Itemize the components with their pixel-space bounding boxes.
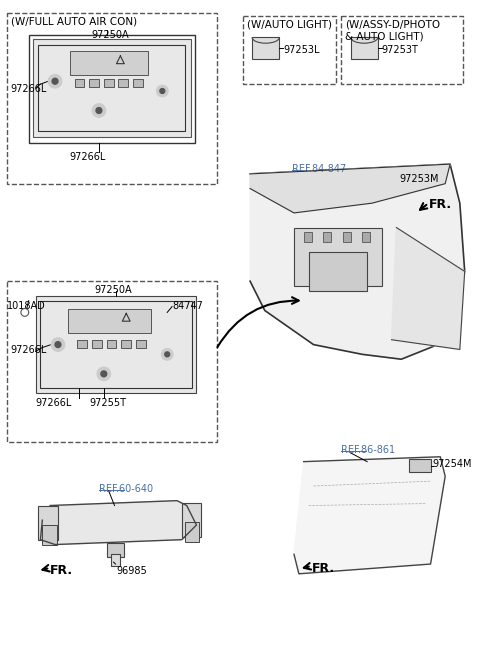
Bar [68, 309, 151, 333]
Bar [77, 340, 87, 348]
Circle shape [48, 74, 62, 88]
Text: 97254M: 97254M [432, 459, 472, 468]
Circle shape [96, 108, 102, 114]
Bar [121, 340, 131, 348]
Bar [38, 45, 185, 131]
Polygon shape [250, 164, 450, 213]
Text: 84747: 84747 [172, 301, 203, 311]
Bar [119, 79, 128, 87]
Text: FR.: FR. [50, 564, 73, 577]
Bar [29, 35, 194, 143]
Text: 97253M: 97253M [399, 174, 439, 184]
Bar [89, 79, 99, 87]
Bar [252, 37, 279, 59]
Bar [7, 13, 217, 184]
Bar [136, 340, 146, 348]
Circle shape [55, 342, 61, 348]
Text: FR.: FR. [312, 562, 335, 575]
Text: REF.86-861: REF.86-861 [341, 445, 395, 455]
Bar [343, 233, 350, 242]
Bar [377, 172, 396, 187]
Bar [36, 296, 196, 394]
Bar [182, 503, 201, 537]
Circle shape [97, 367, 110, 380]
Bar [70, 51, 148, 76]
Bar [107, 543, 124, 557]
Bar [92, 340, 102, 348]
Bar [350, 37, 378, 59]
Bar [309, 252, 367, 291]
Text: 97250A: 97250A [94, 285, 132, 295]
Circle shape [165, 352, 169, 357]
Bar [294, 227, 382, 286]
Text: 97255T: 97255T [89, 398, 126, 408]
Circle shape [52, 78, 58, 84]
Bar [40, 301, 192, 388]
Bar [7, 281, 217, 442]
Bar [38, 505, 58, 539]
Circle shape [92, 104, 106, 118]
Text: 96985: 96985 [117, 566, 147, 576]
Circle shape [161, 348, 173, 360]
Bar [133, 79, 143, 87]
Bar [185, 522, 199, 541]
Text: REF.84-847: REF.84-847 [292, 164, 346, 174]
Text: 97250A: 97250A [91, 30, 129, 39]
Circle shape [156, 85, 168, 97]
Text: (W/FULL AUTO AIR CON): (W/FULL AUTO AIR CON) [11, 17, 137, 27]
Text: 97266L: 97266L [10, 84, 47, 94]
Bar [362, 233, 370, 242]
Bar [243, 16, 336, 84]
Bar [33, 39, 191, 137]
Bar [341, 16, 463, 84]
Text: 97266L: 97266L [70, 152, 106, 162]
Bar [409, 459, 431, 472]
Circle shape [160, 89, 165, 93]
Polygon shape [40, 501, 196, 545]
Bar [42, 525, 57, 545]
Polygon shape [392, 227, 465, 350]
Polygon shape [250, 164, 465, 359]
Bar [104, 79, 114, 87]
Text: (W/ASSY-D/PHOTO
& AUTO LIGHT): (W/ASSY-D/PHOTO & AUTO LIGHT) [345, 20, 440, 41]
Text: 97266L: 97266L [10, 344, 47, 355]
Text: 97253L: 97253L [283, 45, 320, 55]
Polygon shape [294, 457, 445, 574]
Text: REF.60-640: REF.60-640 [99, 484, 153, 494]
Bar [110, 555, 120, 566]
Circle shape [101, 371, 107, 376]
Bar [323, 233, 331, 242]
Text: (W/AUTO LIGHT): (W/AUTO LIGHT) [247, 20, 332, 30]
Text: 1018AD: 1018AD [7, 301, 46, 311]
Text: FR.: FR. [429, 198, 452, 212]
Bar [107, 340, 117, 348]
Bar [304, 233, 312, 242]
Text: 97253T: 97253T [382, 45, 419, 55]
Text: 97266L: 97266L [36, 398, 72, 408]
Bar [74, 79, 84, 87]
Circle shape [51, 338, 65, 351]
